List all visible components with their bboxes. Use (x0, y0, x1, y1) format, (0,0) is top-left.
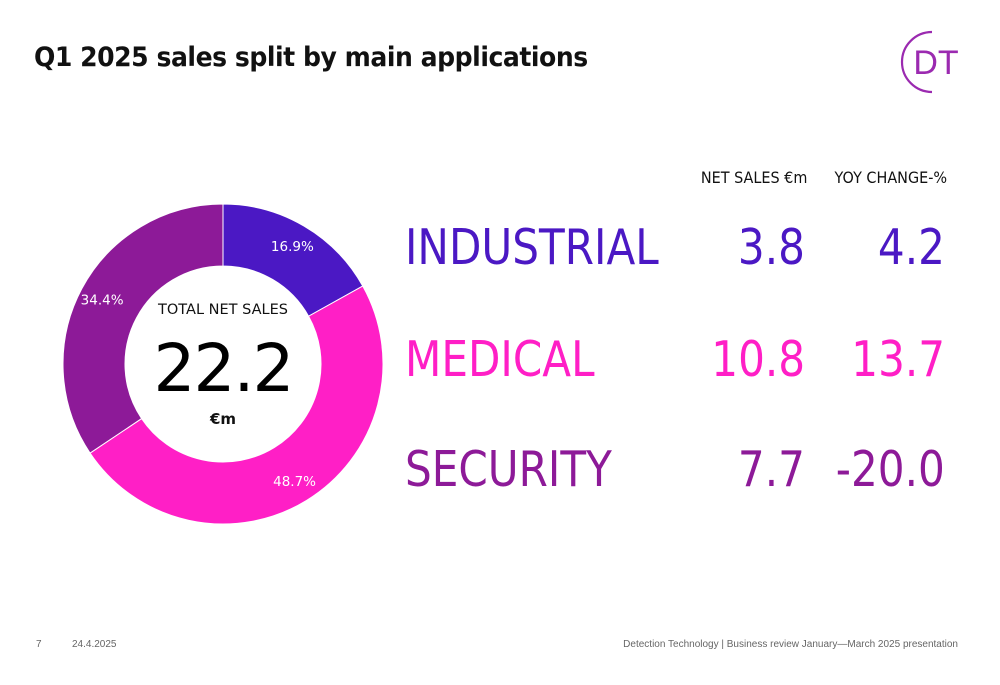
application-name: SECURITY (405, 441, 612, 498)
donut-slice-medical (89, 285, 384, 525)
logo-text: DT (913, 44, 958, 82)
yoy-change-value: 13.7 (851, 331, 945, 388)
donut-slices (62, 203, 384, 525)
net-sales-value: 7.7 (737, 441, 805, 498)
logo-arc-icon (900, 30, 933, 94)
company-logo: DT (900, 28, 968, 96)
yoy-change-header: YOY CHANGE-% (834, 168, 947, 187)
sales-donut-chart: 16.9% 48.7% 34.4% TOTAL NET SALES 22.2 €m (60, 160, 390, 570)
page-number: 7 (36, 639, 42, 650)
donut-svg: 16.9% 48.7% 34.4% TOTAL NET SALES 22.2 €m (62, 203, 384, 525)
application-name: INDUSTRIAL (405, 219, 659, 276)
yoy-change-value: -20.0 (835, 441, 945, 498)
center-value: 22.2 (154, 330, 293, 407)
donut-slice-labels: 16.9% 48.7% 34.4% (81, 239, 317, 490)
slice-label-industrial: 16.9% (271, 239, 314, 255)
yoy-change-value: 4.2 (877, 219, 945, 276)
center-unit: €m (209, 410, 236, 428)
application-row-security: SECURITY 7.7 -20.0 (405, 440, 950, 500)
application-row-medical: MEDICAL 10.8 13.7 (405, 330, 950, 390)
footer-date: 24.4.2025 (72, 639, 117, 650)
center-label: TOTAL NET SALES (157, 302, 288, 318)
application-name: MEDICAL (405, 331, 595, 388)
slice-label-medical: 48.7% (273, 474, 316, 490)
net-sales-header: NET SALES €m (700, 168, 807, 187)
footer-source: Detection Technology | Business review J… (623, 639, 958, 650)
net-sales-value: 3.8 (737, 219, 805, 276)
application-row-industrial: INDUSTRIAL 3.8 4.2 (405, 218, 950, 278)
donut-slice-security (62, 203, 224, 454)
net-sales-value: 10.8 (711, 331, 805, 388)
slice-label-security: 34.4% (81, 293, 124, 309)
page-title: Q1 2025 sales split by main applications (34, 42, 588, 73)
